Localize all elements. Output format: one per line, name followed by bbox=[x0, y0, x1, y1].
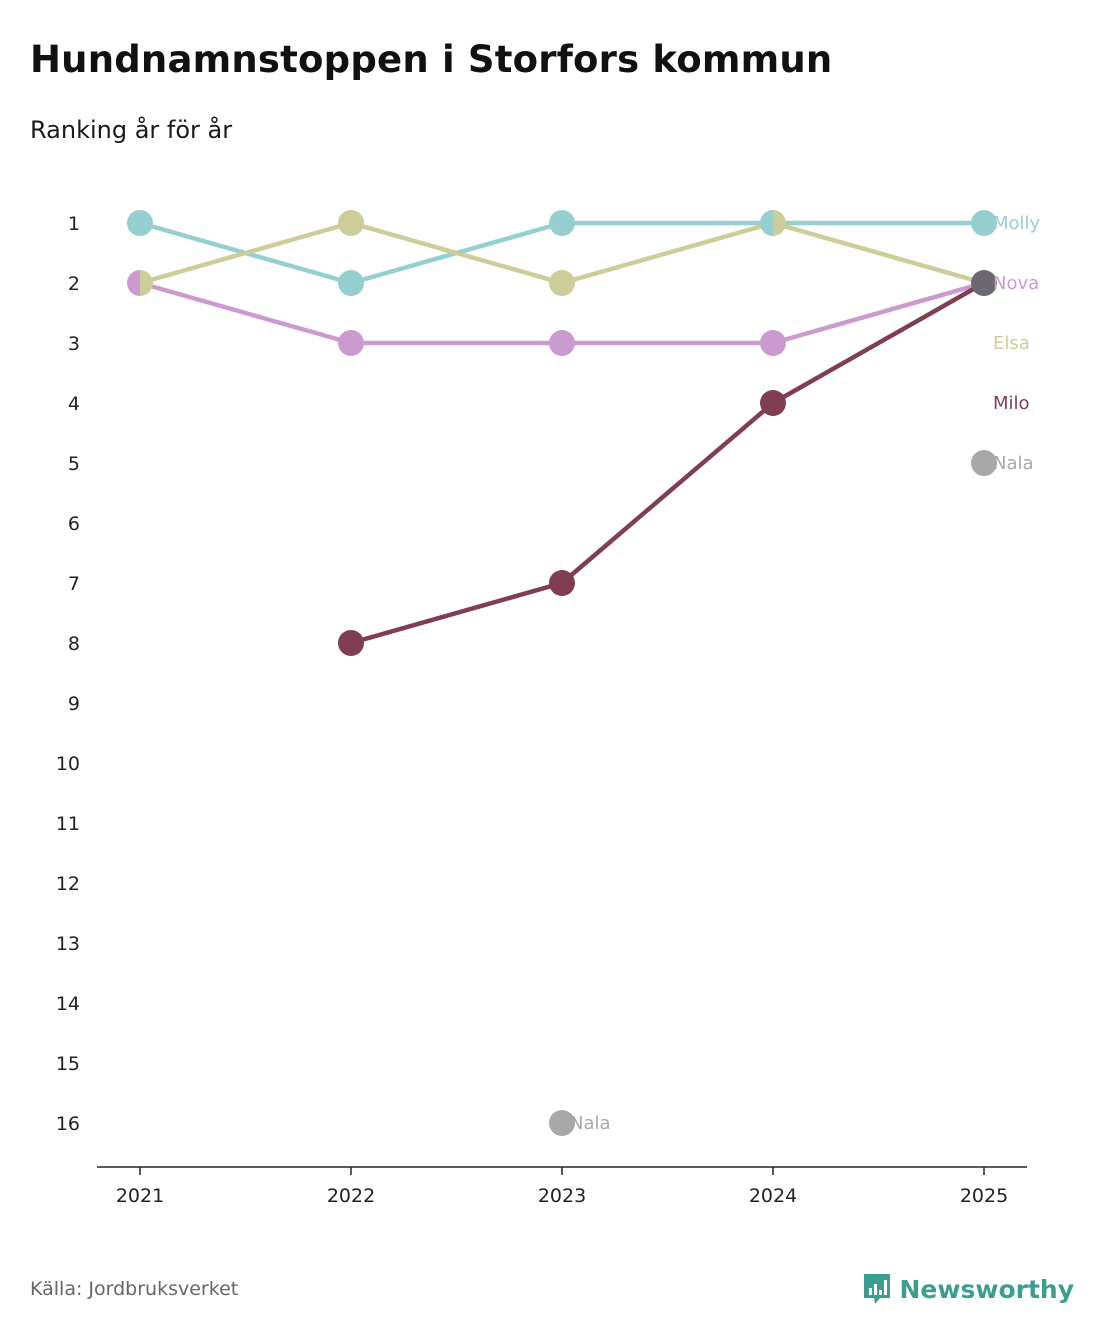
point-milo bbox=[338, 630, 364, 656]
series-lines bbox=[137, 220, 987, 646]
x-tick-label: 2022 bbox=[327, 1185, 375, 1207]
y-tick-label: 13 bbox=[56, 933, 80, 955]
series-line-milo bbox=[770, 280, 987, 406]
series-line-milo bbox=[348, 580, 565, 646]
series-line-milo bbox=[559, 400, 776, 586]
series-labels: Molly Elsa Nova Milo Nala Nala bbox=[570, 213, 1041, 1134]
y-tick-label: 7 bbox=[68, 573, 80, 595]
end-label-nova: Nova bbox=[993, 273, 1039, 294]
y-tick-label: 1 bbox=[68, 213, 80, 235]
end-label-milo: Milo bbox=[993, 393, 1030, 414]
end-label-molly: Molly bbox=[993, 213, 1041, 234]
point-molly bbox=[971, 210, 997, 236]
brand-name: Newsworthy bbox=[899, 1274, 1075, 1304]
point-tie bbox=[971, 270, 997, 296]
y-tick-label: 4 bbox=[68, 393, 80, 415]
point-milo bbox=[549, 570, 575, 596]
y-tick-label: 5 bbox=[68, 453, 80, 475]
chart-subtitle: Ranking år för år bbox=[30, 116, 233, 144]
point-nova bbox=[760, 330, 786, 356]
series-line-elsa bbox=[348, 220, 565, 286]
x-tick-label: 2025 bbox=[960, 1185, 1008, 1207]
y-tick-label: 6 bbox=[68, 513, 80, 535]
point-nala bbox=[549, 1110, 575, 1136]
y-tick-label: 12 bbox=[56, 873, 80, 895]
series-line-nova bbox=[770, 280, 987, 346]
newsworthy-logo-icon bbox=[863, 1274, 890, 1304]
point-nova bbox=[549, 330, 575, 356]
point-molly bbox=[338, 270, 364, 296]
point-elsa bbox=[338, 210, 364, 236]
y-tick-label: 11 bbox=[56, 813, 80, 835]
point-elsa bbox=[549, 270, 575, 296]
chart-title: Hundnamnstoppen i Storfors kommun bbox=[30, 38, 833, 81]
series-points bbox=[127, 210, 997, 1136]
x-axis: 2021 2022 2023 2024 2025 bbox=[97, 1166, 1027, 1207]
y-tick-label: 15 bbox=[56, 1053, 80, 1075]
x-tick-label: 2023 bbox=[538, 1185, 586, 1207]
point-milo bbox=[760, 390, 786, 416]
x-tick-label: 2021 bbox=[116, 1185, 164, 1207]
series-line-nova bbox=[137, 280, 354, 346]
brand-logo: Newsworthy bbox=[862, 1272, 1075, 1306]
x-tick-label: 2024 bbox=[749, 1185, 797, 1207]
point-molly bbox=[549, 210, 575, 236]
y-tick-label: 9 bbox=[68, 693, 80, 715]
y-tick-label: 8 bbox=[68, 633, 80, 655]
series-line-elsa bbox=[137, 220, 354, 286]
point-molly bbox=[127, 210, 153, 236]
point-nova bbox=[127, 270, 140, 296]
point-nala bbox=[971, 450, 997, 476]
y-tick-label: 10 bbox=[56, 753, 80, 775]
point-label-nala: Nala bbox=[570, 1113, 611, 1134]
y-tick-label: 16 bbox=[56, 1113, 80, 1135]
point-nova bbox=[338, 330, 364, 356]
series-line-elsa bbox=[559, 220, 776, 286]
series-line-elsa bbox=[770, 220, 987, 286]
source-note: Källa: Jordbruksverket bbox=[30, 1278, 239, 1300]
end-label-nala: Nala bbox=[993, 453, 1034, 474]
point-elsa bbox=[773, 210, 786, 236]
y-tick-label: 14 bbox=[56, 993, 80, 1015]
y-tick-label: 2 bbox=[68, 273, 80, 295]
y-tick-label: 3 bbox=[68, 333, 80, 355]
point-molly bbox=[760, 210, 773, 236]
point-elsa bbox=[140, 270, 153, 296]
end-label-elsa: Elsa bbox=[993, 333, 1030, 354]
